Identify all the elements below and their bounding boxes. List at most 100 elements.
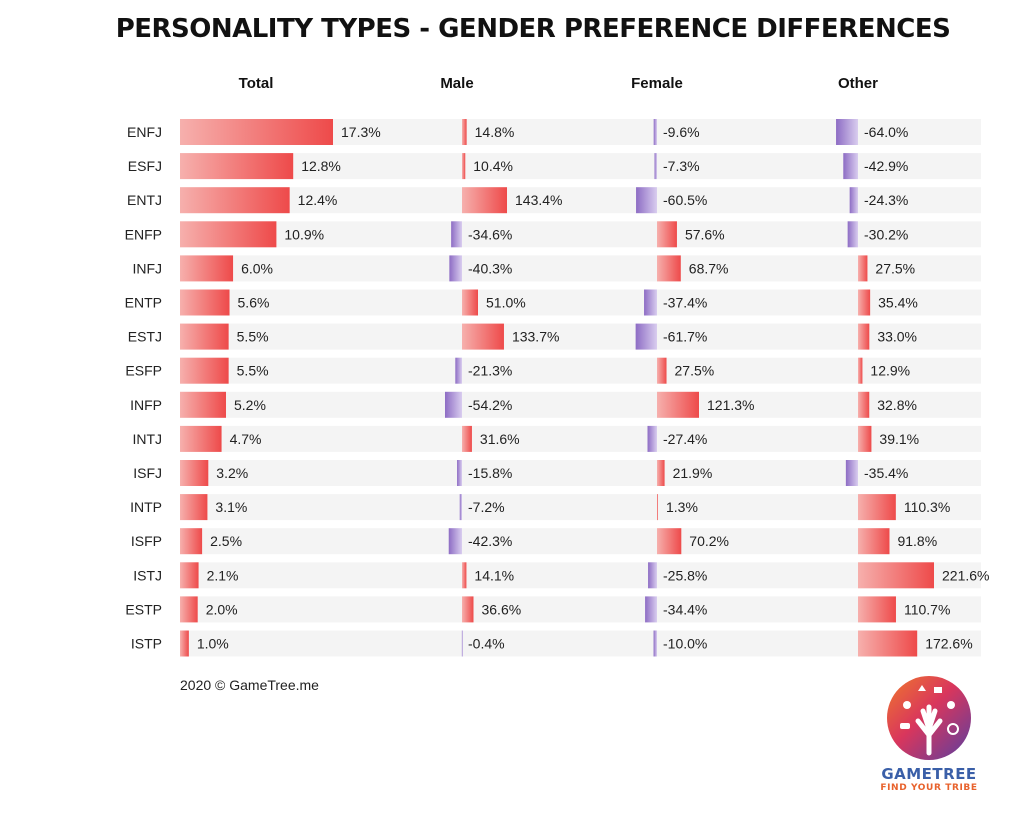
bar-total [180, 391, 226, 418]
data-label: -27.4% [663, 431, 707, 447]
data-label: -64.0% [864, 124, 908, 140]
bar-other [858, 255, 868, 282]
data-label: -60.5% [663, 192, 707, 208]
bar-male [462, 562, 467, 589]
bar-female [657, 391, 699, 418]
data-label: 2.5% [210, 533, 242, 549]
category-label: INTJ [132, 431, 162, 447]
bar-male [462, 119, 467, 145]
bar-male [462, 425, 472, 452]
bar-male [462, 187, 507, 214]
data-label: 4.7% [230, 431, 262, 447]
data-label: 172.6% [925, 636, 972, 652]
data-label: 6.0% [241, 260, 273, 276]
data-label: 12.9% [870, 363, 910, 379]
category-label: ENTP [125, 295, 162, 311]
data-label: -25.8% [663, 567, 707, 583]
data-label: -40.3% [468, 260, 512, 276]
data-label: 12.4% [298, 192, 338, 208]
data-label: 57.6% [685, 226, 725, 242]
data-label: -42.3% [468, 533, 512, 549]
data-label: 27.5% [875, 260, 915, 276]
data-label: -30.2% [864, 226, 908, 242]
bar-female [645, 596, 657, 623]
data-label: -34.4% [663, 601, 707, 617]
data-label: -21.3% [468, 363, 512, 379]
bar-female [635, 323, 657, 350]
bar-total [180, 630, 189, 657]
data-label: 35.4% [878, 295, 918, 311]
bar-other [858, 528, 890, 555]
gametree-logo[interactable]: GAMETREE FIND YOUR TRIBE [874, 675, 984, 800]
bar-female [653, 630, 657, 657]
bar-total [180, 596, 198, 623]
category-label: ESFP [125, 363, 162, 379]
row-band [180, 630, 981, 657]
bar-female [654, 153, 657, 180]
row-band [180, 255, 981, 282]
data-label: -9.6% [663, 124, 700, 140]
bar-total [180, 460, 209, 486]
row-band [180, 187, 981, 214]
bar-female [657, 460, 665, 486]
data-label: 12.8% [301, 158, 341, 174]
bar-female [647, 425, 657, 452]
bar-total [180, 187, 290, 214]
category-label: ISTJ [133, 567, 162, 583]
data-label: -7.2% [468, 499, 505, 515]
data-label: 121.3% [707, 397, 754, 413]
data-label: -42.9% [864, 158, 908, 174]
category-label: ENFP [125, 226, 162, 242]
data-label: 5.2% [234, 397, 266, 413]
data-label: 17.3% [341, 124, 381, 140]
row-band [180, 221, 981, 248]
data-label: 110.3% [904, 499, 950, 515]
data-label: 70.2% [689, 533, 729, 549]
category-label: ESTJ [128, 329, 162, 345]
bar-total [180, 528, 203, 555]
series-header-total: Total [239, 75, 274, 92]
category-label: INFP [130, 397, 162, 413]
data-label: 39.1% [879, 431, 919, 447]
data-label: -37.4% [663, 295, 707, 311]
bar-female [636, 187, 657, 214]
bar-total [180, 119, 333, 145]
bar-male [461, 630, 463, 657]
bar-male [462, 153, 466, 180]
data-label: 5.6% [238, 295, 270, 311]
bar-other [849, 187, 858, 214]
row-band [180, 562, 981, 589]
bar-male [462, 596, 474, 623]
logo-tagline: FIND YOUR TRIBE [880, 783, 978, 793]
bar-total [180, 289, 230, 316]
bar-male [462, 323, 504, 350]
row-band [180, 460, 981, 486]
chart: Total Male Female Other ENFJ ESFJ ENTJ ENFP INF… [125, 75, 989, 657]
data-label: 27.5% [675, 363, 715, 379]
bar-female [644, 289, 657, 316]
bar-male [448, 528, 462, 555]
data-label: 36.6% [481, 601, 521, 617]
bar-other [858, 494, 896, 521]
category-label: INFJ [132, 260, 162, 276]
data-label: 51.0% [486, 295, 526, 311]
row-band [180, 391, 981, 418]
series-header-other: Other [838, 75, 878, 92]
row-band [180, 425, 981, 452]
bar-other [858, 391, 870, 418]
data-label: 14.8% [475, 124, 515, 140]
data-label: 33.0% [877, 329, 917, 345]
data-label: 110.7% [904, 601, 950, 617]
data-label: -24.3% [864, 192, 908, 208]
bar-male [449, 255, 462, 282]
bar-total [180, 221, 277, 248]
data-label: 221.6% [942, 567, 989, 583]
data-label: 2.0% [206, 601, 238, 617]
data-label: -10.0% [663, 636, 707, 652]
bar-female [648, 562, 657, 589]
bar-other [858, 630, 918, 657]
data-label: 3.1% [215, 499, 247, 515]
row-band [180, 528, 981, 555]
bar-other [845, 460, 858, 486]
row-band [180, 289, 981, 316]
